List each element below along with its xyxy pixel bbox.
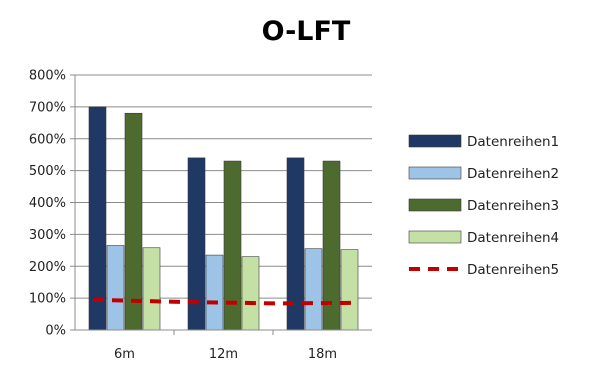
legend-label-datenreihen3: Datenreihen3 (467, 198, 559, 214)
y-tick-label: 200% (29, 260, 66, 275)
y-tick-label: 700% (29, 100, 66, 115)
legend-swatch-datenreihen1 (408, 134, 462, 148)
x-tick-label: 12m (209, 347, 238, 362)
y-tick-label: 600% (29, 132, 66, 147)
x-axis-ticks: 6m 12m 18m (114, 330, 337, 362)
y-tick-label: 300% (29, 228, 66, 243)
legend-swatch-datenreihen4 (408, 230, 462, 244)
legend-label-datenreihen2: Datenreihen2 (467, 166, 559, 182)
line-datenreihen5 (92, 297, 355, 306)
y-tick-label: 800% (29, 69, 66, 84)
bar-datenreihen3-6m (124, 112, 143, 331)
chart-title: O-LFT (262, 16, 351, 47)
legend: Datenreihen1 Datenreihen2 Datenreihen3 Date… (408, 134, 559, 278)
bar-datenreihen4-6m (142, 247, 161, 331)
y-axis-ticks: 0% 100% 200% 300% 400% 500% 600% 700% 800% (29, 69, 75, 339)
y-tick-label: 100% (29, 292, 66, 307)
bar-datenreihen1-6m (88, 106, 107, 331)
x-tick-label: 6m (114, 347, 135, 362)
y-tick-label: 0% (45, 324, 66, 339)
bar-datenreihen2-6m (106, 245, 125, 331)
bars (88, 106, 359, 331)
y-tick-label: 400% (29, 196, 66, 211)
x-tick-label: 18m (308, 347, 337, 362)
legend-swatch-datenreihen2 (408, 166, 462, 180)
legend-label-datenreihen5: Datenreihen5 (467, 262, 559, 278)
line-series (92, 297, 355, 306)
legend-label-datenreihen4: Datenreihen4 (467, 230, 559, 246)
gridlines (75, 74, 372, 299)
axes (74, 75, 372, 331)
bar-datenreihen4-18m (340, 249, 359, 331)
legend-swatch-datenreihen3 (408, 198, 462, 212)
bar-datenreihen4-12m (241, 256, 260, 331)
y-tick-label: 500% (29, 164, 66, 179)
bar-datenreihen2-18m (304, 248, 323, 331)
bar-datenreihen1-12m (187, 157, 206, 331)
bar-datenreihen2-12m (205, 254, 224, 331)
legend-label-datenreihen1: Datenreihen1 (467, 134, 559, 150)
